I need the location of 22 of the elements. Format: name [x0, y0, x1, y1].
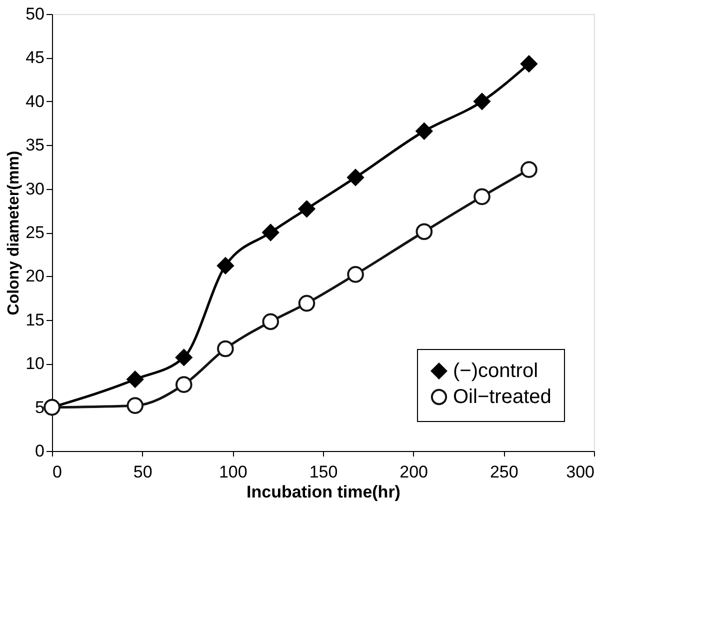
y-tick-label: 35 [26, 136, 44, 155]
x-tick-label: 200 [400, 462, 428, 482]
x-tick-label: 300 [566, 462, 594, 482]
y-tick-label: 10 [26, 354, 44, 374]
legend-label: Oil−treated [453, 386, 552, 408]
x-tick-label: 100 [218, 462, 248, 482]
y-tick-label: 20 [26, 266, 44, 286]
y-tick-label: 5 [35, 398, 44, 417]
y-axis-title: Colony diameter(mm) [6, 150, 23, 316]
x-axis-title: Incubation time(hr) [246, 482, 400, 502]
legend-label: (−)control [453, 360, 538, 382]
y-tick-label: 50 [26, 4, 44, 24]
y-tick-label: 45 [26, 48, 44, 68]
x-tick-label: 150 [309, 462, 338, 482]
x-tick-label: 0 [52, 462, 62, 482]
y-tick-label: 25 [26, 223, 44, 242]
y-tick-label: 0 [35, 442, 44, 460]
y-tick-label: 15 [26, 310, 44, 330]
y-tick-label: 40 [26, 92, 44, 111]
x-tick-label: 250 [490, 462, 518, 482]
y-tick-label: 30 [26, 179, 44, 198]
x-tick-label: 50 [133, 462, 152, 482]
